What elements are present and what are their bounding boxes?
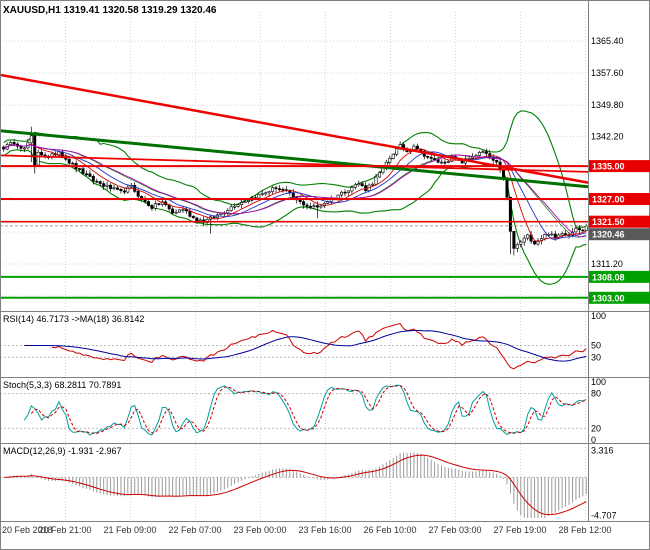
- rsi-scale-label: 100: [591, 311, 606, 321]
- price-line-tag-label: 1321.50: [592, 217, 625, 227]
- rsi-plot[interactable]: [24, 323, 587, 370]
- stoch-scale-label: 100: [591, 377, 606, 387]
- price-line-tag: [589, 160, 650, 173]
- trendline[interactable]: [0, 73, 589, 184]
- price-scale-label: 1365.40: [591, 36, 624, 46]
- price-line-tag-label: 1327.00: [592, 195, 625, 205]
- chart-title: XAUUSD,H1 1319.41 1320.58 1319.29 1320.4…: [3, 5, 217, 16]
- rsi-scale-label: 30: [591, 352, 601, 362]
- price-line-tag: [589, 270, 650, 283]
- stochastic-plot[interactable]: [23, 384, 587, 436]
- price-scale-label: 1311.20: [591, 259, 623, 269]
- price-line-tag-label: 1335.00: [592, 162, 625, 172]
- price-scale-label: 1357.60: [591, 68, 624, 78]
- stoch-scale-label: 20: [591, 423, 601, 433]
- price-line-tag: [589, 228, 650, 241]
- time-label: 27 Feb 03:00: [428, 525, 481, 535]
- price-line-tag-label: 1320.46: [592, 230, 625, 240]
- time-label: 21 Feb 09:00: [103, 525, 156, 535]
- macd-scale-label: -4.707: [591, 511, 617, 521]
- price-line-tag-label: 1303.00: [592, 293, 625, 303]
- macd-panel-label: MACD(12,26,9) -1.931 -2.967: [3, 446, 122, 456]
- time-label: 20 Feb 21:00: [38, 525, 91, 535]
- trendline[interactable]: [0, 129, 589, 189]
- analysis-objects[interactable]: [0, 73, 589, 299]
- time-label: 20 Feb 2018: [2, 525, 53, 535]
- time-label: 22 Feb 07:00: [168, 525, 221, 535]
- price-axis[interactable]: 1365.40 1357.60 1349.80 1342.20 1311.20 1335.…: [589, 36, 650, 521]
- macd-scale-label: 3.316: [591, 446, 614, 456]
- price-line-tag: [589, 215, 650, 228]
- trendline[interactable]: [0, 154, 589, 173]
- stoch-scale-label: 0: [591, 435, 596, 445]
- time-label: 23 Feb 00:00: [233, 525, 286, 535]
- time-label: 23 Feb 16:00: [298, 525, 351, 535]
- moving-average-lines: [3, 143, 587, 243]
- stoch-panel-label: Stoch(5,3,3) 68.2811 70.7891: [3, 380, 121, 390]
- time-label: 28 Feb 12:00: [558, 525, 611, 535]
- price-scale-label: 1349.80: [591, 100, 624, 110]
- price-line-tag: [589, 193, 650, 205]
- rsi-scale-label: 50: [591, 341, 601, 351]
- price-scale-label: 1342.20: [591, 132, 624, 142]
- rsi-panel-label: RSI(14) 46.7173 ->MA(18) 36.8142: [3, 314, 144, 324]
- price-line-tag-label: 1308.08: [592, 272, 625, 282]
- time-label: 26 Feb 10:00: [363, 525, 416, 535]
- candlestick-series[interactable]: [2, 126, 588, 256]
- price-line-tag: [589, 291, 650, 304]
- time-label: 27 Feb 19:00: [493, 525, 546, 535]
- macd-plot[interactable]: [3, 452, 587, 519]
- stoch-scale-label: 80: [591, 389, 601, 399]
